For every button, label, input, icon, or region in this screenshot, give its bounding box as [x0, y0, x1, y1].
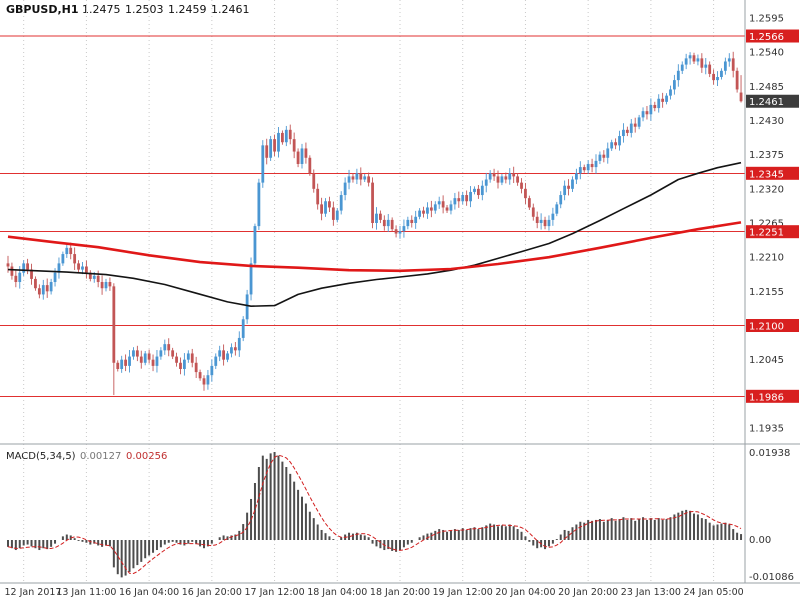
current-price-badge: 1.2461 — [746, 94, 799, 108]
macd-value-signal: 0.00256 — [126, 451, 167, 462]
level-price-badge: 1.2566 — [746, 29, 799, 43]
macd-axis-min: -0.01086 — [749, 572, 794, 583]
macd-label: MACD(5,34,5) — [6, 451, 76, 462]
ma-slow-line — [7, 221, 742, 273]
time-tick-label: 18 Jan 20:00 — [370, 587, 430, 598]
price-tick-label: 1.2265 — [749, 218, 784, 229]
macd-value-main: 0.00127 — [80, 451, 121, 462]
price-tick-label: 1.2485 — [749, 82, 784, 93]
time-tick-label: 17 Jan 12:00 — [244, 587, 304, 598]
price-tick-label: 1.2595 — [749, 14, 784, 25]
ohlc-open: 1.2475 — [82, 3, 121, 16]
ma-fast-line — [7, 161, 742, 308]
macd-axis-zero: 0.00 — [749, 535, 771, 546]
svg-text:1.1986: 1.1986 — [749, 392, 784, 403]
time-tick-label: 20 Jan 04:00 — [495, 587, 555, 598]
ohlc-high: 1.2503 — [125, 3, 164, 16]
level-price-badge: 1.2100 — [746, 318, 799, 332]
sr-level-lines — [0, 35, 745, 397]
svg-text:1.2100: 1.2100 — [749, 321, 784, 332]
time-tick-label: 20 Jan 20:00 — [558, 587, 618, 598]
chart-symbol-label: GBPUSD,H1 — [6, 3, 79, 16]
candles — [6, 51, 743, 396]
price-tick-label: 1.2375 — [749, 150, 784, 161]
time-tick-label: 19 Jan 12:00 — [433, 587, 493, 598]
price-axis[interactable]: 1.2595 1.2540 1.2485 1.2430 1.2375 1.2320 1.22… — [746, 14, 799, 435]
time-tick-label: 16 Jan 04:00 — [119, 587, 179, 598]
time-tick-label: 16 Jan 20:00 — [182, 587, 242, 598]
level-price-badge: 1.2251 — [746, 225, 799, 239]
time-tick-label: 24 Jan 05:00 — [684, 587, 744, 598]
pane-separators — [0, 0, 800, 584]
level-price-badge: 1.1986 — [746, 389, 799, 403]
price-tick-label: 1.2320 — [749, 184, 784, 195]
ohlc-close: 1.2461 — [211, 3, 250, 16]
price-tick-label: 1.2155 — [749, 287, 784, 298]
macd-histogram — [7, 451, 743, 578]
price-tick-label: 1.2540 — [749, 48, 784, 59]
time-tick-label: 18 Jan 04:00 — [307, 587, 367, 598]
price-tick-label: 1.2430 — [749, 116, 784, 127]
level-price-badge: 1.2345 — [746, 166, 799, 180]
svg-text:1.2251: 1.2251 — [749, 228, 784, 239]
macd-signal-line — [7, 454, 742, 575]
time-gridlines — [23, 0, 715, 583]
macd-axis-max: 0.01938 — [749, 448, 790, 459]
price-tick-label: 1.2210 — [749, 253, 784, 264]
price-tick-label: 1.2045 — [749, 355, 784, 366]
ohlc-low: 1.2459 — [168, 3, 207, 16]
price-tick-label: 1.1935 — [749, 423, 784, 434]
time-tick-label: 12 Jan 2017 — [5, 587, 62, 598]
svg-text:1.2461: 1.2461 — [749, 97, 784, 108]
time-tick-label: 13 Jan 11:00 — [56, 587, 116, 598]
svg-text:1.2566: 1.2566 — [749, 32, 784, 43]
time-tick-label: 23 Jan 13:00 — [621, 587, 681, 598]
svg-text:1.2345: 1.2345 — [749, 169, 784, 180]
